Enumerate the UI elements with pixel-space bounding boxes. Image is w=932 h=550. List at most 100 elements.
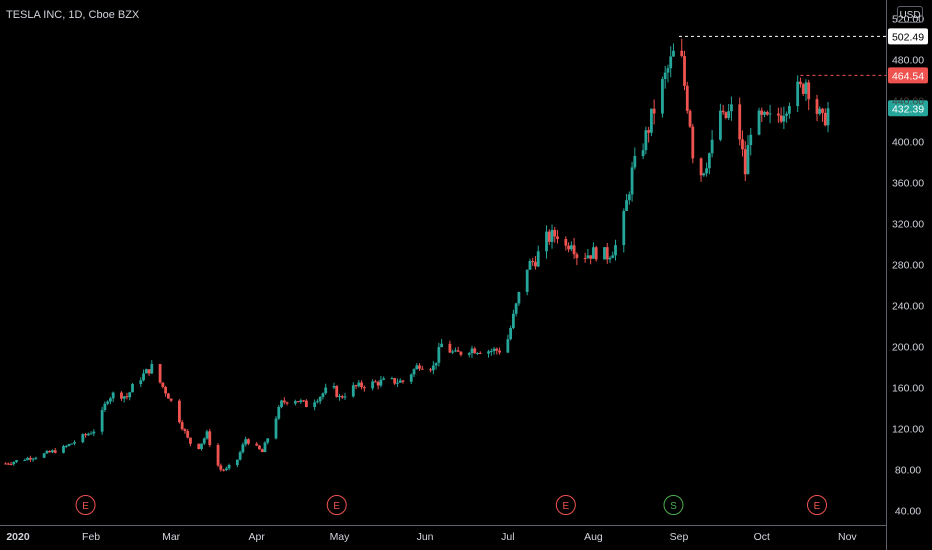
candle-body	[260, 449, 264, 453]
candle-body	[45, 450, 49, 454]
candle-body	[666, 68, 670, 73]
candle-body	[9, 463, 13, 465]
candle-body	[583, 258, 587, 260]
x-tick-label: Oct	[754, 531, 770, 543]
candle-body	[357, 382, 361, 387]
candle-body	[724, 112, 728, 118]
candles-group	[4, 38, 830, 472]
currency-button[interactable]: USD	[897, 6, 923, 23]
candle-body	[89, 433, 93, 435]
candle-body	[451, 351, 455, 353]
candle-body	[718, 110, 722, 140]
candle-body	[67, 444, 71, 446]
candle-body	[663, 72, 667, 80]
candle-body	[550, 229, 554, 242]
price-label-down-bg	[888, 67, 928, 84]
y-tick-label: 40.00	[895, 506, 921, 518]
x-tick-label: May	[330, 531, 351, 543]
candle-body	[23, 460, 27, 462]
candle-body	[109, 398, 112, 402]
candle-body	[205, 431, 209, 439]
candle-body	[12, 461, 16, 465]
x-tick-label: Nov	[838, 531, 857, 543]
candle-body	[409, 374, 413, 382]
candle-body	[144, 369, 148, 374]
candle-body	[197, 443, 201, 450]
candle-body	[727, 111, 731, 118]
candle-body	[672, 50, 675, 57]
y-axis-ticks: 520.00480.00440.00400.00360.00320.00280.…	[892, 13, 924, 517]
candle-body	[180, 422, 184, 430]
y-tick-label: 120.00	[892, 424, 924, 436]
symbol-title: TESLA INC, 1D, Cboe BZX	[6, 9, 140, 21]
candle-body	[487, 351, 490, 354]
split-event-icon[interactable]	[663, 495, 684, 515]
candle-body	[768, 113, 772, 115]
candle-body	[219, 465, 223, 470]
candle-body	[649, 108, 653, 133]
candle-body	[360, 382, 363, 388]
candle-body	[801, 84, 805, 94]
candle-body	[351, 385, 355, 397]
candle-body	[611, 255, 615, 258]
candle-body	[476, 353, 479, 355]
candle-body	[821, 108, 824, 113]
candle-body	[396, 382, 399, 384]
earnings-event-icon[interactable]	[326, 495, 347, 515]
candle-body	[564, 239, 568, 246]
candle-body	[340, 396, 344, 398]
candle-body	[721, 110, 725, 113]
x-tick-label: Mar	[162, 531, 181, 543]
candle-body	[6, 463, 10, 465]
candle-body	[64, 445, 68, 447]
candle-body	[382, 378, 386, 380]
candle-body	[282, 400, 286, 403]
earnings-event-icon[interactable]	[806, 495, 827, 515]
candle-body	[782, 115, 786, 122]
candle-body	[492, 348, 496, 352]
candle-body	[644, 130, 648, 151]
candle-body	[641, 150, 645, 157]
candle-body	[28, 457, 32, 460]
candle-body	[169, 398, 173, 401]
x-tick-label: Apr	[249, 531, 266, 543]
candle-body	[158, 364, 162, 383]
candle-body	[266, 438, 270, 443]
candle-body	[608, 257, 612, 260]
candle-body	[285, 402, 289, 404]
candle-body	[354, 385, 358, 387]
candle-body	[448, 343, 452, 353]
candle-body	[277, 407, 281, 419]
candle-body	[454, 350, 457, 352]
candle-body	[420, 368, 424, 370]
candle-body	[589, 255, 593, 259]
candle-body	[296, 401, 300, 403]
candle-body	[147, 369, 151, 374]
candle-body	[572, 245, 576, 255]
x-tick-label: 2020	[6, 531, 30, 543]
candle-body	[498, 350, 501, 353]
earnings-event-icon[interactable]	[555, 495, 576, 515]
candle-body	[699, 158, 703, 176]
candle-body	[429, 369, 432, 371]
candle-body	[164, 387, 168, 394]
candle-body	[244, 439, 248, 445]
candle-body	[362, 387, 366, 389]
candle-body	[459, 351, 463, 355]
candle-body	[202, 438, 206, 444]
candle-body	[390, 378, 394, 380]
candle-body	[785, 113, 789, 116]
candle-body	[431, 365, 435, 371]
candle-body	[150, 364, 154, 374]
candle-body	[669, 56, 673, 69]
candle-body	[683, 56, 686, 86]
candle-body	[625, 200, 628, 211]
candle-body	[509, 327, 513, 340]
candle-body	[343, 396, 347, 398]
candle-body	[111, 392, 115, 399]
earnings-event-icon[interactable]	[75, 495, 96, 515]
y-tick-label: 240.00	[892, 301, 924, 313]
candle-body	[511, 313, 515, 328]
